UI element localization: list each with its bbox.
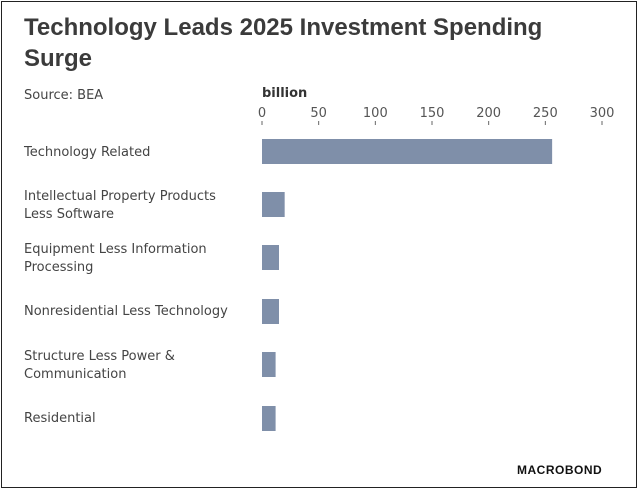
bar [262, 245, 279, 270]
category-label: Nonresidential Less Technology [24, 304, 228, 319]
bar [262, 139, 553, 164]
bar [262, 299, 279, 324]
macrobond-logo: MACROBOND [517, 463, 603, 477]
category-label: Intellectual Property Products Less Soft… [24, 189, 216, 222]
bar [262, 406, 276, 431]
category-label: Technology Related [24, 145, 151, 160]
category-label: Structure Less Power & Communication [24, 349, 175, 382]
x-tick-label: 0 [258, 106, 266, 121]
x-tick-label: 200 [476, 106, 501, 121]
x-tick-label: 150 [420, 106, 445, 121]
x-tick-label: 250 [533, 106, 558, 121]
source-note: Source: BEA [24, 88, 104, 103]
bar [262, 192, 285, 217]
x-tick-label: 50 [310, 106, 327, 121]
chart-title: Technology Leads 2025 Investment Spendin… [24, 14, 543, 72]
x-tick-label: 100 [363, 106, 388, 121]
category-label: Equipment Less Information Processing [24, 242, 207, 275]
bar [262, 352, 276, 377]
category-label: Residential [24, 411, 96, 426]
x-tick-label: 300 [590, 106, 615, 121]
axis-unit-label: billion [262, 86, 308, 101]
